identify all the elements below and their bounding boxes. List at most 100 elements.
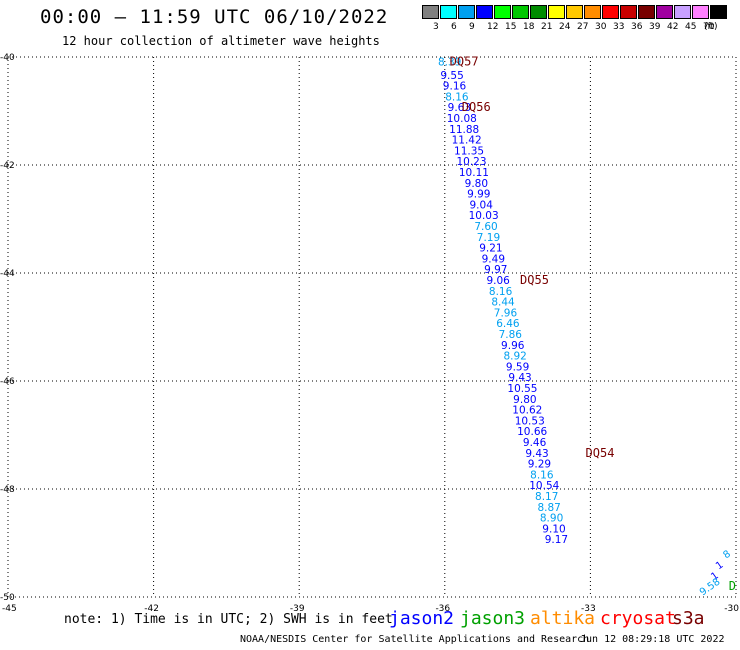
satellite-altika: altika (530, 608, 596, 629)
swh-value: 9.96 (501, 340, 525, 352)
swh-value: 9.97 (484, 264, 507, 276)
swh-value: 1 (714, 559, 726, 572)
swh-value: 8.17 (535, 491, 558, 503)
legend-label: 6 (451, 22, 457, 32)
swh-value: 7.60 (474, 221, 497, 233)
pass-label: D (729, 579, 736, 593)
swh-value: 9.63 (448, 102, 471, 114)
footer-note: note: 1) Time is in UTC; 2) SWH is in fe… (64, 612, 393, 627)
lat-tick-label: -44 (0, 269, 15, 279)
map-frame (7, 56, 737, 598)
legend-swatch (530, 5, 547, 19)
satellite-jason3: jason3 (460, 608, 526, 629)
lon-tick-label: -45 (2, 604, 17, 614)
swh-value: 9.10 (542, 523, 565, 535)
swh-value: 8.16 (445, 91, 469, 103)
swh-value: 7.19 (477, 232, 500, 244)
legend-label: 21 (541, 22, 553, 32)
legend-swatch (512, 5, 529, 19)
lon-tick-label: -30 (724, 604, 739, 614)
swh-value: 10.11 (459, 167, 489, 179)
legend-label: 3 (433, 22, 439, 32)
lat-tick-label: -42 (0, 161, 15, 171)
satellite-s3a: s3a (672, 608, 705, 629)
credit-text: NOAA/NESDIS Center for Satellite Applica… (240, 634, 590, 645)
lat-tick-label: -48 (0, 485, 15, 495)
legend-label: 27 (577, 22, 589, 32)
swh-value: 8.16 (530, 469, 554, 481)
swh-value: 10.03 (469, 210, 499, 222)
swh-value: 8 (721, 549, 733, 562)
swh-value: 9.29 (528, 459, 551, 471)
swh-value: 10.55 (507, 383, 537, 395)
swh-value: 9.49 (482, 253, 505, 265)
swh-value: 8.90 (540, 513, 563, 525)
legend-swatch (710, 5, 727, 19)
legend-swatch (602, 5, 619, 19)
legend-swatch (476, 5, 493, 19)
swh-value: 11.88 (449, 124, 479, 136)
page-subtitle: 12 hour collection of altimeter wave hei… (62, 34, 380, 48)
swh-value: 10.23 (456, 156, 486, 168)
legend-label: 42 (667, 22, 679, 32)
legend-swatch (548, 5, 565, 19)
swh-value: 10.54 (529, 480, 559, 492)
swh-value: 9.99 (467, 189, 490, 201)
legend-label: 33 (613, 22, 625, 32)
legend-label: 70 (703, 22, 715, 32)
legend-label: 39 (649, 22, 661, 32)
swh-value: 10.62 (512, 405, 542, 417)
lon-tick-label: -42 (144, 604, 159, 614)
pass-label: DQ55 (520, 273, 549, 287)
swh-value: 9.04 (470, 199, 494, 211)
swh-value: 9.17 (545, 534, 568, 546)
legend-swatch (440, 5, 457, 19)
lon-tick-label: -39 (290, 604, 305, 614)
swh-value: 10.08 (447, 113, 477, 125)
swh-value: 9.43 (525, 448, 548, 460)
legend-swatch (458, 5, 475, 19)
swh-value: 8.44 (491, 297, 515, 309)
swh-value: 7.86 (499, 329, 523, 341)
swh-value: 9.80 (465, 178, 488, 190)
swh-value: 9.80 (513, 394, 536, 406)
swh-value: 11.42 (452, 135, 482, 147)
legend-swatch (674, 5, 691, 19)
generated-timestamp: Jun 12 08:29:18 UTC 2022 (580, 634, 725, 645)
swh-value: 9.59 (506, 361, 529, 373)
legend-swatch (422, 5, 439, 19)
lat-tick-label: -50 (0, 593, 15, 603)
swh-value: 9.06 (486, 275, 510, 287)
legend-label: 45 (685, 22, 697, 32)
legend-swatch (692, 5, 709, 19)
legend-label: 24 (559, 22, 571, 32)
swh-value: 11.35 (454, 145, 484, 157)
legend-label: 12 (487, 22, 499, 32)
legend-label: 18 (523, 22, 535, 32)
swh-value: 8.87 (537, 502, 560, 514)
lon-tick-label: -33 (581, 604, 596, 614)
legend-label: 30 (595, 22, 607, 32)
swh-value: 9.21 (479, 243, 502, 255)
page-title: 00:00 – 11:59 UTC 06/10/2022 (40, 6, 389, 28)
legend-swatch (656, 5, 673, 19)
swh-value: 9.16 (443, 81, 467, 93)
swh-value: 10.66 (517, 426, 547, 438)
legend-swatch (566, 5, 583, 19)
pass-label: DQ54 (586, 446, 615, 460)
legend-label: 36 (631, 22, 643, 32)
swh-value: 8.92 (503, 351, 526, 363)
pass-label: DQ56 (462, 100, 491, 114)
swh-value: 1 (709, 570, 721, 583)
lat-tick-label: -40 (0, 53, 15, 63)
legend-swatch (584, 5, 601, 19)
satellite-cryosat: cryosat (600, 608, 676, 629)
swh-value: 7.96 (494, 307, 518, 319)
lon-tick-label: -36 (435, 604, 450, 614)
legend-swatch (638, 5, 655, 19)
swh-value: 8.16 (489, 286, 513, 298)
legend-label: 9 (469, 22, 475, 32)
swh-value: 9.46 (523, 437, 547, 449)
swh-value: 8.39 (438, 56, 461, 68)
